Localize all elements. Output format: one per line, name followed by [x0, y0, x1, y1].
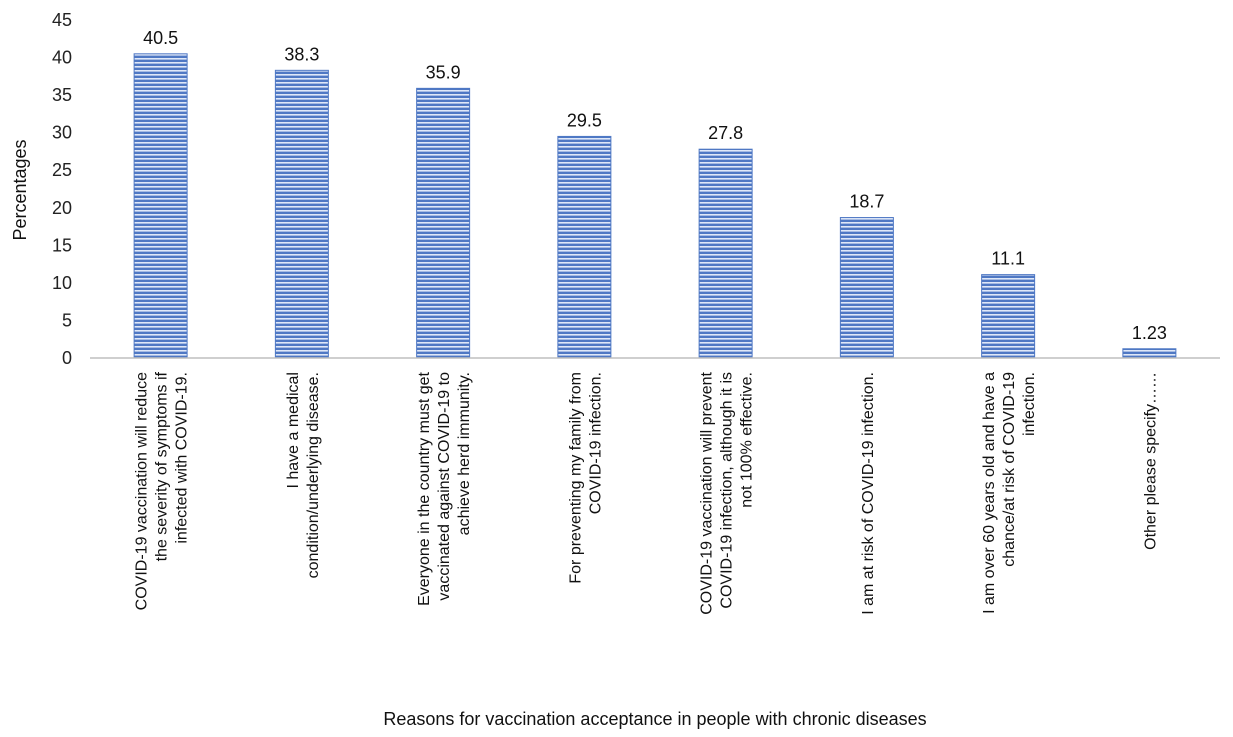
data-label: 35.9	[426, 62, 461, 82]
y-tick-label: 40	[52, 48, 72, 68]
x-tick-label: For preventing my family from COVID-19 in…	[567, 372, 604, 584]
bar	[839, 217, 894, 359]
data-label: 38.3	[284, 44, 319, 64]
bar	[981, 274, 1036, 359]
x-axis-category-labels: COVID-19 vaccination will reduce the seve…	[134, 371, 1160, 614]
data-labels: 40.5 38.3 35.9 29.5 27.8 18.7 11.1 1.23	[143, 28, 1167, 343]
y-tick-label: 20	[52, 198, 72, 218]
x-tick-label: Other please specify……	[1142, 372, 1159, 550]
bar	[133, 53, 188, 359]
y-axis-ticks: 0 5 10 15 20 25 30 35 40 45	[52, 10, 72, 368]
data-label: 1.23	[1132, 323, 1167, 343]
bar	[274, 69, 329, 359]
y-tick-label: 15	[52, 235, 72, 255]
x-axis-title: Reasons for vaccination acceptance in pe…	[383, 709, 926, 729]
bar	[1122, 348, 1177, 359]
data-label: 29.5	[567, 110, 602, 130]
data-label: 18.7	[849, 192, 884, 212]
y-tick-label: 10	[52, 273, 72, 293]
y-tick-label: 0	[62, 348, 72, 368]
y-axis-title: Percentages	[10, 139, 30, 240]
x-tick-label: COVID-19 vaccination will reduce the seve…	[134, 371, 191, 610]
data-label: 40.5	[143, 28, 178, 48]
y-tick-label: 5	[62, 310, 72, 330]
x-tick-label: Everyone in the country must get vaccinat…	[416, 371, 473, 605]
y-tick-label: 30	[52, 123, 72, 143]
x-tick-label: I am at risk of COVID-19 infection.	[860, 372, 877, 615]
data-label: 27.8	[708, 123, 743, 143]
x-tick-label: I am over 60 years old and have a chance/…	[981, 372, 1038, 614]
bars	[133, 53, 1177, 359]
bar	[416, 87, 471, 359]
y-tick-label: 35	[52, 85, 72, 105]
data-label: 11.1	[991, 249, 1025, 269]
bar	[698, 148, 753, 359]
x-tick-label: COVID-19 vaccination will prevent COVID-1…	[699, 371, 756, 614]
bar	[557, 135, 612, 359]
y-tick-label: 45	[52, 10, 72, 30]
y-tick-label: 25	[52, 160, 72, 180]
x-tick-label: I have a medical condition/underlying dis…	[285, 372, 322, 578]
